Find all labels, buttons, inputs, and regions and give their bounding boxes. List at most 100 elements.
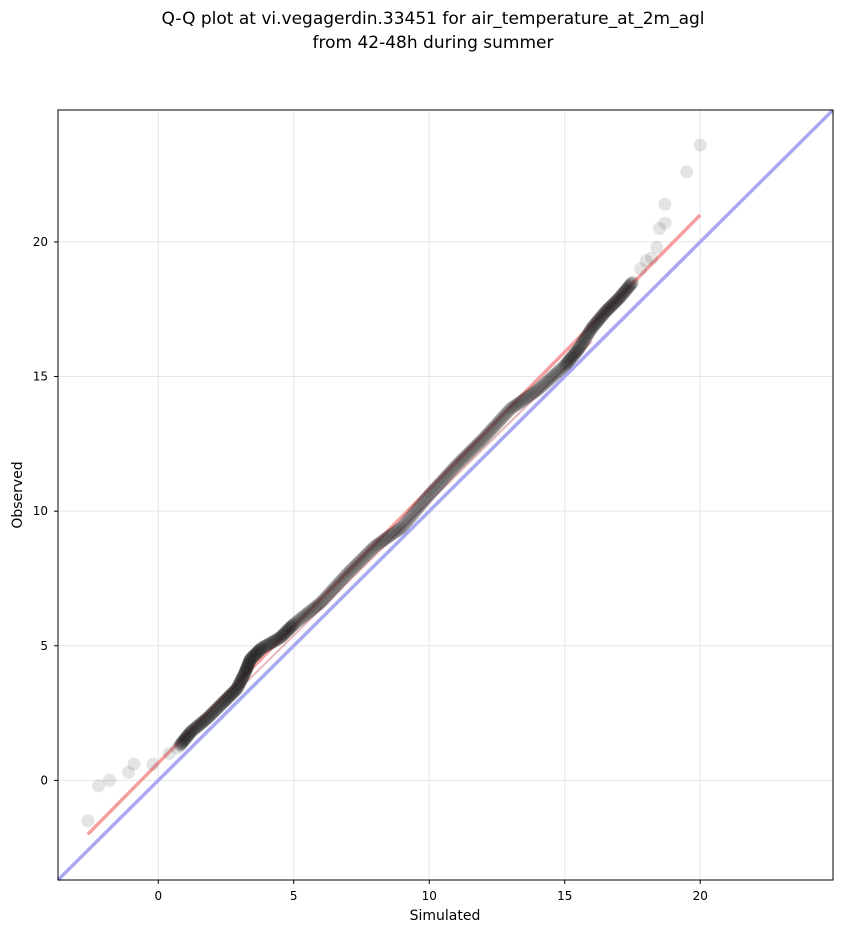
quantile-point — [379, 531, 393, 545]
quantile-point — [622, 279, 636, 293]
quantile-point — [584, 323, 598, 337]
x-tick-label: 0 — [154, 889, 162, 903]
quantile-point — [419, 492, 433, 506]
quantile-point — [298, 608, 312, 622]
quantile-point — [415, 497, 429, 511]
quantile-point — [590, 315, 604, 329]
quantile-point — [290, 614, 304, 628]
quantile-point — [437, 472, 451, 486]
quantile-point — [433, 476, 447, 490]
quantile-point — [403, 511, 417, 525]
quantile-point — [454, 453, 468, 467]
quantile-point — [241, 658, 255, 672]
quantile-point — [231, 680, 245, 694]
quantile-point — [510, 398, 524, 412]
quantile-point — [615, 288, 629, 302]
quantile-point — [401, 513, 415, 527]
quantile-point — [207, 704, 221, 718]
quantile-point — [568, 347, 582, 361]
quantile-point — [246, 649, 260, 663]
quantile-point — [282, 622, 296, 636]
quantile-point — [181, 728, 195, 742]
quantile-point — [205, 706, 219, 720]
quantile-point — [490, 417, 504, 431]
quantile-point — [224, 687, 238, 701]
quantile-point — [507, 399, 521, 413]
quantile-point — [182, 727, 196, 741]
quantile-point — [351, 556, 365, 570]
quantile-point — [284, 620, 298, 634]
quantile-point — [372, 537, 386, 551]
quantile-point — [624, 277, 638, 291]
quantile-point — [364, 543, 378, 557]
quantile-point — [242, 656, 256, 670]
quantile-point — [313, 597, 327, 611]
quantile-point — [496, 410, 510, 424]
quantile-point — [455, 452, 469, 466]
quantile-point — [610, 293, 624, 307]
quantile-point — [243, 653, 257, 667]
quantile-point — [174, 737, 188, 751]
quantile-point — [442, 466, 456, 480]
quantile-point — [289, 615, 303, 629]
quantile-point — [592, 312, 606, 326]
quantile-point — [388, 525, 402, 539]
quantile-point — [606, 298, 620, 312]
quantile-point — [353, 554, 367, 568]
quantile-point — [578, 332, 592, 346]
quantile-point — [297, 609, 311, 623]
quantile-point — [581, 328, 595, 342]
quantile-point — [324, 585, 338, 599]
quantile-point — [497, 409, 511, 423]
quantile-point — [423, 487, 437, 501]
quantile-point — [384, 528, 398, 542]
quantile-point — [213, 699, 227, 713]
identity-line — [56, 108, 835, 882]
quantile-point — [254, 642, 268, 656]
quantile-point — [540, 374, 554, 388]
y-tick-label: 10 — [33, 504, 48, 518]
quantile-point — [614, 289, 628, 303]
quantile-point — [539, 375, 553, 389]
y-tick-label: 20 — [33, 235, 48, 249]
quantile-point — [449, 458, 463, 472]
quantile-point — [611, 293, 625, 307]
quantile-point — [513, 395, 527, 409]
quantile-point — [173, 738, 187, 752]
quantile-point — [204, 707, 218, 721]
quantile-point — [483, 425, 497, 439]
quantile-point — [441, 468, 455, 482]
quantile-point — [240, 660, 254, 674]
quantile-point — [476, 431, 490, 445]
quantile-point — [210, 702, 224, 716]
quantile-point — [447, 461, 461, 475]
quantile-point — [322, 586, 336, 600]
quantile-point — [276, 628, 290, 642]
quantile-point — [271, 632, 285, 646]
quantile-point — [280, 624, 294, 638]
quantile-point — [247, 648, 261, 662]
quantile-point — [436, 473, 450, 487]
quantile-point — [359, 548, 373, 562]
quantile-point — [249, 647, 263, 661]
quantile-point — [565, 351, 579, 365]
quantile-point — [516, 393, 530, 407]
quantile-point — [278, 626, 292, 640]
quantile-point — [183, 726, 197, 740]
quantile-point — [263, 637, 277, 651]
quantile-point — [527, 386, 541, 400]
reference-lines — [56, 108, 835, 882]
quantile-point — [200, 711, 214, 725]
quantile-point — [239, 664, 253, 678]
quantile-point — [547, 369, 561, 383]
quantile-point — [242, 655, 256, 669]
quantile-point — [460, 447, 474, 461]
quantile-point — [444, 464, 458, 478]
quantile-point — [515, 394, 529, 408]
quantile-point — [520, 391, 534, 405]
quantile-point — [255, 641, 269, 655]
quantile-point — [268, 634, 282, 648]
tail-point — [653, 221, 667, 235]
quantile-point — [387, 526, 401, 540]
